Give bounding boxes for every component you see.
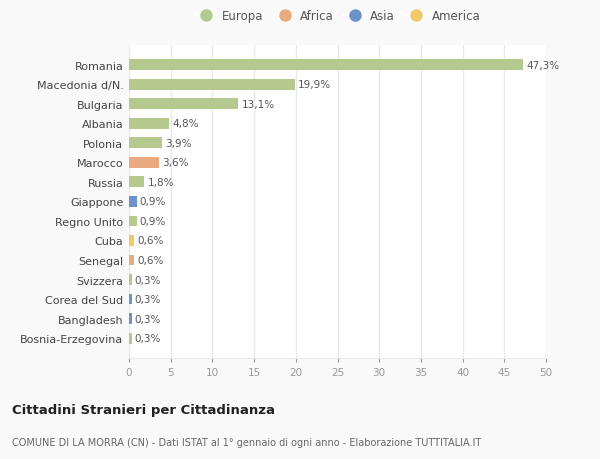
Bar [129,294,131,305]
Text: 3,9%: 3,9% [165,139,191,148]
Text: 19,9%: 19,9% [298,80,331,90]
Bar [129,313,131,325]
Bar [129,60,523,71]
Text: 47,3%: 47,3% [527,61,560,70]
Bar [129,216,137,227]
Bar [129,99,238,110]
Bar [129,274,131,285]
Text: 0,3%: 0,3% [135,275,161,285]
Text: COMUNE DI LA MORRA (CN) - Dati ISTAT al 1° gennaio di ogni anno - Elaborazione T: COMUNE DI LA MORRA (CN) - Dati ISTAT al … [12,437,481,447]
Legend: Europa, Africa, Asia, America: Europa, Africa, Asia, America [190,5,485,28]
Text: 0,3%: 0,3% [135,295,161,304]
Text: 4,8%: 4,8% [172,119,199,129]
Text: 13,1%: 13,1% [242,100,275,109]
Text: Cittadini Stranieri per Cittadinanza: Cittadini Stranieri per Cittadinanza [12,403,275,416]
Text: 3,6%: 3,6% [163,158,189,168]
Bar [129,79,295,90]
Text: 0,6%: 0,6% [137,256,164,265]
Bar [129,255,134,266]
Bar [129,138,161,149]
Text: 0,9%: 0,9% [140,197,166,207]
Bar [129,196,137,207]
Text: 0,3%: 0,3% [135,334,161,343]
Text: 0,6%: 0,6% [137,236,164,246]
Bar [129,177,144,188]
Text: 0,9%: 0,9% [140,217,166,226]
Text: 1,8%: 1,8% [148,178,174,187]
Bar [129,118,169,129]
Bar [129,333,131,344]
Bar [129,235,134,246]
Text: 0,3%: 0,3% [135,314,161,324]
Bar [129,157,159,168]
